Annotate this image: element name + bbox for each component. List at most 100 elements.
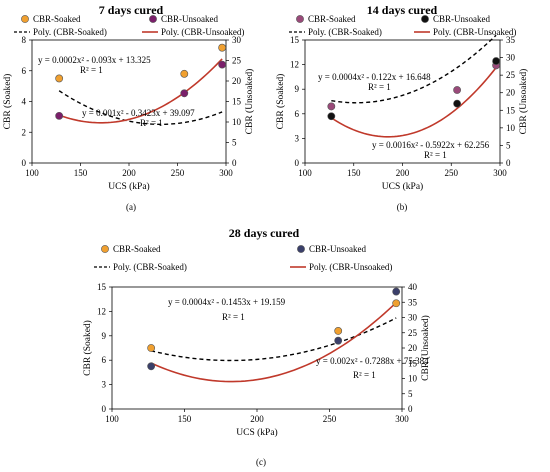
y-right-tick-label: 20 bbox=[408, 343, 418, 353]
data-point-unsoaked bbox=[492, 57, 500, 65]
y-right-axis-label: CBR (Unsoaked) bbox=[244, 69, 255, 135]
y-left-axis-label: CBR (Soaked) bbox=[275, 74, 286, 130]
y-left-tick-label: 12 bbox=[97, 306, 106, 316]
chart-title: 28 days cured bbox=[229, 226, 300, 240]
legend: CBR-Soaked CBR-Unsoaked Poly. (CBR-Soaked)… bbox=[14, 14, 244, 37]
y-right-tick-label: 25 bbox=[408, 328, 418, 338]
legend-label-soaked: CBR-Soaked bbox=[33, 14, 81, 24]
fit-r-squared: R² = 1 bbox=[368, 82, 391, 92]
y-left-tick-label: 3 bbox=[102, 380, 107, 390]
legend-label-unsoaked: CBR-Unsoaked bbox=[309, 244, 366, 254]
fit-r-squared: R² = 1 bbox=[424, 150, 447, 160]
x-tick-label: 250 bbox=[323, 414, 337, 424]
y-left-tick-label: 0 bbox=[295, 158, 300, 168]
legend-label-unsoaked: CBR-Unsoaked bbox=[433, 14, 490, 24]
y-left-tick-label: 4 bbox=[22, 97, 27, 107]
data-point-soaked bbox=[334, 327, 343, 335]
data-point-soaked bbox=[392, 299, 401, 308]
fit-line-soaked bbox=[150, 317, 397, 362]
fit-equation: y = 0.0004x² - 0.122x + 16.648 bbox=[318, 72, 431, 82]
data-point-unsoaked bbox=[180, 89, 189, 98]
legend-label-unsoaked-fit: Poly. (CBR-Unsoaked) bbox=[309, 262, 392, 272]
x-tick-label: 200 bbox=[122, 168, 136, 178]
y-left-tick-label: 12 bbox=[290, 60, 299, 70]
y-left-tick-label: 15 bbox=[290, 35, 300, 45]
y-right-tick-label: 5 bbox=[232, 138, 237, 148]
data-point-soaked bbox=[218, 43, 227, 52]
legend-marker-soaked bbox=[101, 245, 109, 253]
data-point-unsoaked bbox=[218, 60, 227, 69]
y-right-tick-label: 15 bbox=[408, 358, 418, 368]
fit-r-squared: R² = 1 bbox=[80, 65, 103, 75]
fit-r-squared: R² = 1 bbox=[140, 118, 163, 128]
y-left-tick-label: 0 bbox=[102, 404, 107, 414]
chart-panel: 7 days cured CBR-Soaked CBR-Unsoaked Poly. … bbox=[2, 3, 255, 212]
data-point-soaked bbox=[453, 86, 461, 94]
legend-label-soaked: CBR-Soaked bbox=[113, 244, 161, 254]
y-right-axis-label: CBR (Unsoaked) bbox=[518, 69, 529, 135]
y-right-tick-label: 15 bbox=[506, 105, 516, 115]
y-right-tick-label: 0 bbox=[408, 404, 413, 414]
legend-label-unsoaked-fit: Poly. (CBR-Unsoaked) bbox=[433, 27, 516, 37]
fit-equation: y = 0.0016x² - 0.5922x + 62.256 bbox=[372, 140, 490, 150]
x-axis-label: UCS (kPa) bbox=[236, 427, 277, 438]
chart-panel: 14 days cured CBR-Soaked CBR-Unsoaked Poly.… bbox=[275, 3, 529, 212]
x-tick-label: 250 bbox=[445, 168, 459, 178]
x-tick-label: 300 bbox=[219, 168, 233, 178]
x-tick-label: 100 bbox=[105, 414, 119, 424]
y-right-tick-label: 25 bbox=[506, 70, 516, 80]
x-tick-label: 150 bbox=[178, 414, 192, 424]
y-left-tick-label: 2 bbox=[22, 127, 27, 137]
chart-title: 7 days cured bbox=[99, 3, 164, 17]
y-left-tick-label: 8 bbox=[22, 35, 27, 45]
data-point-unsoaked bbox=[453, 99, 461, 108]
x-tick-label: 150 bbox=[74, 168, 88, 178]
y-right-tick-label: 30 bbox=[232, 35, 242, 45]
y-left-tick-label: 0 bbox=[22, 158, 27, 168]
legend: CBR-Soaked CBR-Unsoaked Poly. (CBR-Soaked)… bbox=[289, 14, 516, 37]
y-right-tick-label: 20 bbox=[232, 76, 242, 86]
fit-line-soaked bbox=[58, 90, 223, 126]
y-right-tick-label: 10 bbox=[506, 123, 516, 133]
y-right-tick-label: 25 bbox=[232, 56, 242, 66]
y-left-axis-label: CBR (Soaked) bbox=[82, 320, 93, 376]
legend-label-unsoaked-fit: Poly. (CBR-Unsoaked) bbox=[161, 27, 244, 37]
legend-marker-soaked bbox=[21, 15, 29, 23]
y-right-tick-label: 20 bbox=[506, 88, 516, 98]
y-right-tick-label: 0 bbox=[232, 158, 237, 168]
x-tick-label: 250 bbox=[171, 168, 185, 178]
data-point-unsoaked bbox=[392, 287, 401, 296]
y-right-tick-label: 10 bbox=[232, 117, 242, 127]
legend-label-soaked-fit: Poly. (CBR-Soaked) bbox=[33, 27, 107, 37]
y-right-axis-label: CBR (Unsoaked) bbox=[420, 315, 431, 381]
y-right-tick-label: 15 bbox=[232, 97, 242, 107]
y-left-tick-label: 9 bbox=[102, 331, 107, 341]
y-right-tick-label: 5 bbox=[506, 140, 511, 150]
fit-line-soaked bbox=[331, 34, 497, 104]
y-right-tick-label: 30 bbox=[506, 53, 516, 63]
x-axis-label: UCS (kPa) bbox=[108, 181, 149, 192]
chart-title: 14 days cured bbox=[367, 3, 438, 17]
x-tick-label: 200 bbox=[250, 414, 264, 424]
data-point-soaked bbox=[327, 102, 336, 111]
x-tick-label: 100 bbox=[25, 168, 39, 178]
x-axis-label: UCS (kPa) bbox=[382, 181, 423, 192]
data-point-soaked bbox=[180, 69, 189, 78]
y-right-tick-label: 10 bbox=[408, 374, 418, 384]
y-right-tick-label: 40 bbox=[408, 282, 418, 292]
y-right-tick-label: 30 bbox=[408, 313, 418, 323]
data-point-unsoaked bbox=[327, 112, 336, 121]
fit-line-unsoaked bbox=[150, 301, 397, 383]
y-right-tick-label: 5 bbox=[408, 389, 413, 399]
y-right-tick-label: 35 bbox=[408, 297, 418, 307]
fit-equation: y = 0.001x² - 0.3423x + 39.097 bbox=[82, 108, 195, 118]
legend-marker-soaked bbox=[296, 15, 304, 23]
x-tick-label: 150 bbox=[347, 168, 361, 178]
x-tick-label: 200 bbox=[396, 168, 410, 178]
fit-equation: y = 0.002x² - 0.7288x + 75.384 bbox=[316, 356, 429, 366]
legend-marker-unsoaked bbox=[421, 15, 429, 23]
y-left-tick-label: 6 bbox=[295, 109, 300, 119]
legend-marker-unsoaked bbox=[297, 245, 305, 253]
fit-equation: y = 0.0004x² - 0.1453x + 19.159 bbox=[168, 297, 286, 307]
